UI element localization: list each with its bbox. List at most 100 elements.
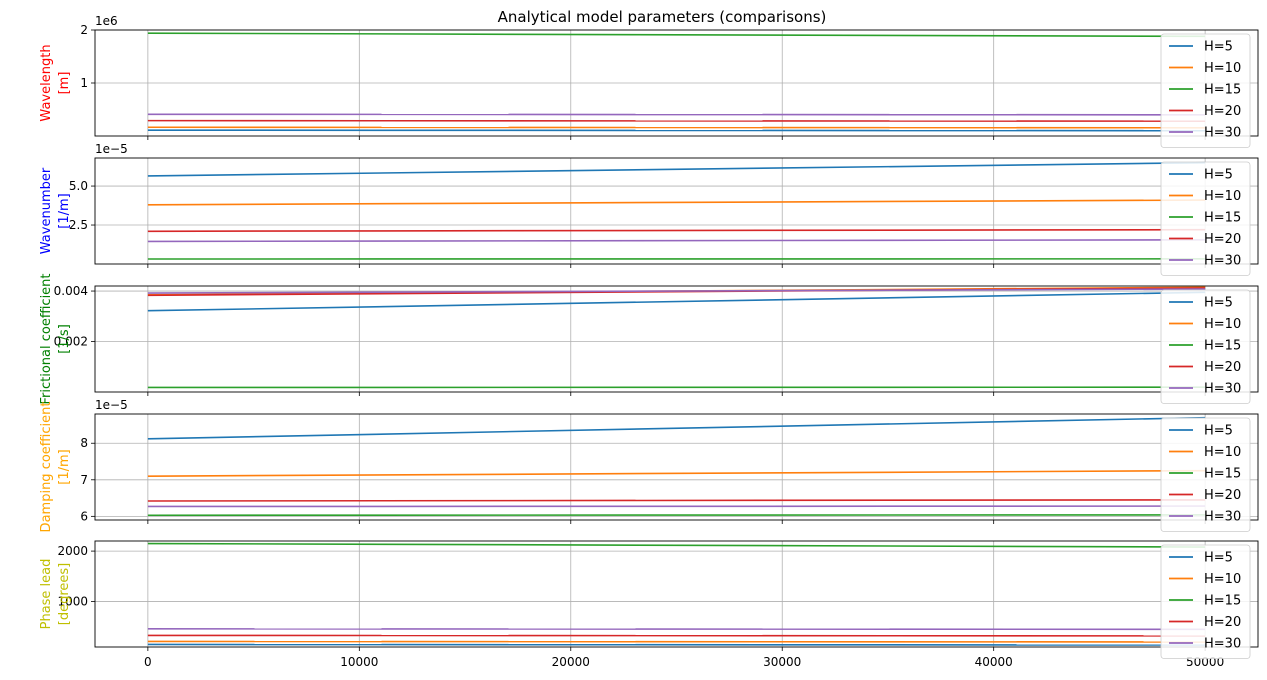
legend-item-h-10: H=10 — [1169, 317, 1241, 332]
series-line-h-5 — [147, 161, 1206, 177]
x-tick-label: 20000 — [552, 655, 590, 669]
legend-item-h-20: H=20 — [1169, 232, 1241, 247]
y-tick-label: 7 — [80, 473, 88, 487]
series-line-h-5 — [147, 291, 1206, 312]
legend-label: H=30 — [1204, 126, 1241, 141]
y-axis-label: Wavenumber — [39, 167, 54, 254]
legend-item-h-5: H=5 — [1169, 424, 1233, 439]
legend-item-h-20: H=20 — [1169, 488, 1241, 503]
legend-item-h-30: H=30 — [1169, 254, 1241, 269]
legend-item-h-15: H=15 — [1169, 83, 1241, 98]
legend-item-h-15: H=15 — [1169, 467, 1241, 482]
series-line-h-5 — [147, 643, 1206, 646]
legend-box — [1160, 289, 1251, 404]
legend-item-h-10: H=10 — [1169, 572, 1241, 587]
legend-item-h-5: H=5 — [1169, 296, 1233, 311]
legend-item-h-10: H=10 — [1169, 189, 1241, 204]
legend-item-h-30: H=30 — [1169, 510, 1241, 525]
x-tick-label: 30000 — [763, 655, 801, 669]
axis-offset-text: 1e6 — [95, 14, 118, 28]
legend-label: H=5 — [1204, 40, 1233, 55]
series-line-h-20 — [147, 119, 1206, 122]
legend-label: H=15 — [1204, 339, 1241, 354]
legend-box — [1160, 161, 1251, 276]
series-line-h-10 — [147, 199, 1206, 206]
y-axis-label: [1/m] — [57, 193, 72, 228]
legend-item-h-20: H=20 — [1169, 104, 1241, 119]
series-line-h-30 — [147, 288, 1206, 294]
legend-label: H=20 — [1204, 232, 1241, 247]
legend-label: H=20 — [1204, 488, 1241, 503]
y-tick-label: 8 — [80, 436, 88, 450]
legend-item-h-5: H=5 — [1169, 551, 1233, 566]
legend-item-h-20: H=20 — [1169, 615, 1241, 630]
legend-box — [1160, 33, 1251, 148]
legend-item-h-30: H=30 — [1169, 382, 1241, 397]
legend-item-h-15: H=15 — [1169, 339, 1241, 354]
legend-label: H=5 — [1204, 424, 1233, 439]
x-tick-label: 0 — [144, 655, 152, 669]
y-tick-label: 1 — [80, 76, 88, 90]
chart-title: Analytical model parameters (comparisons… — [498, 8, 827, 26]
legend-label: H=5 — [1204, 296, 1233, 311]
y-axis-label: Phase lead — [39, 559, 54, 630]
y-axis-label: Wavelength — [39, 44, 54, 121]
legend: H=5 H=10 H=15 H=20 H=30 — [1160, 33, 1251, 148]
series-line-h-15 — [147, 542, 1206, 548]
axes-frame — [94, 285, 1259, 393]
y-tick-label: 1000 — [57, 595, 88, 609]
y-axis-label: [1/s] — [57, 324, 72, 354]
panel-1: 1 2 1e6 Wavelength [m] H=5 H=10 H=15 H=20 H=30 — [39, 14, 1259, 148]
legend-label: H=20 — [1204, 615, 1241, 630]
legend-label: H=10 — [1204, 61, 1241, 76]
legend-label: H=10 — [1204, 572, 1241, 587]
y-tick-label: 2000 — [57, 544, 88, 558]
legend-item-h-20: H=20 — [1169, 360, 1241, 375]
series-line-h-20 — [147, 228, 1206, 233]
x-tick-label: 10000 — [340, 655, 378, 669]
axis-offset-text: 1e−5 — [95, 398, 128, 412]
legend-label: H=10 — [1204, 189, 1241, 204]
legend-label: H=15 — [1204, 83, 1241, 98]
legend-label: H=20 — [1204, 360, 1241, 375]
legend-label: H=5 — [1204, 551, 1233, 566]
legend-label: H=15 — [1204, 467, 1241, 482]
legend: H=5 H=10 H=15 H=20 H=30 — [1160, 289, 1251, 404]
series-line-h-20 — [147, 499, 1206, 502]
legend-item-h-10: H=10 — [1169, 61, 1241, 76]
series-line-h-10 — [147, 469, 1206, 477]
axes-frame — [94, 413, 1259, 521]
legend: H=5 H=10 H=15 H=20 H=30 — [1160, 417, 1251, 532]
y-tick-label: 2.5 — [69, 218, 88, 232]
legend-label: H=20 — [1204, 104, 1241, 119]
legend-item-h-5: H=5 — [1169, 168, 1233, 183]
legend-label: H=10 — [1204, 445, 1241, 460]
legend-item-h-10: H=10 — [1169, 445, 1241, 460]
legend-label: H=30 — [1204, 637, 1241, 652]
y-tick-label: 0.002 — [54, 335, 88, 349]
legend-item-h-15: H=15 — [1169, 211, 1241, 226]
legend-item-h-15: H=15 — [1169, 594, 1241, 609]
legend-label: H=10 — [1204, 317, 1241, 332]
series-line-h-30 — [147, 628, 1206, 631]
y-axis-label: [1/m] — [57, 449, 72, 484]
y-tick-label: 6 — [80, 509, 88, 523]
panel-2: 2.5 5.0 1e−5 Wavenumber [1/m] H=5 H=10 H=15 H=20… — [39, 142, 1259, 276]
legend-item-h-5: H=5 — [1169, 40, 1233, 55]
legend-item-h-30: H=30 — [1169, 126, 1241, 141]
y-tick-label: 5.0 — [69, 179, 88, 193]
legend-box — [1160, 544, 1251, 659]
series-line-h-5 — [147, 416, 1206, 440]
axis-offset-text: 1e−5 — [95, 142, 128, 156]
legend-label: H=30 — [1204, 510, 1241, 525]
axes-frame — [94, 157, 1259, 265]
axes-frame — [94, 540, 1259, 648]
series-line-h-10 — [147, 640, 1206, 643]
legend-label: H=15 — [1204, 594, 1241, 609]
y-axis-label: [degrees] — [57, 563, 72, 625]
y-tick-label: 2 — [80, 23, 88, 37]
